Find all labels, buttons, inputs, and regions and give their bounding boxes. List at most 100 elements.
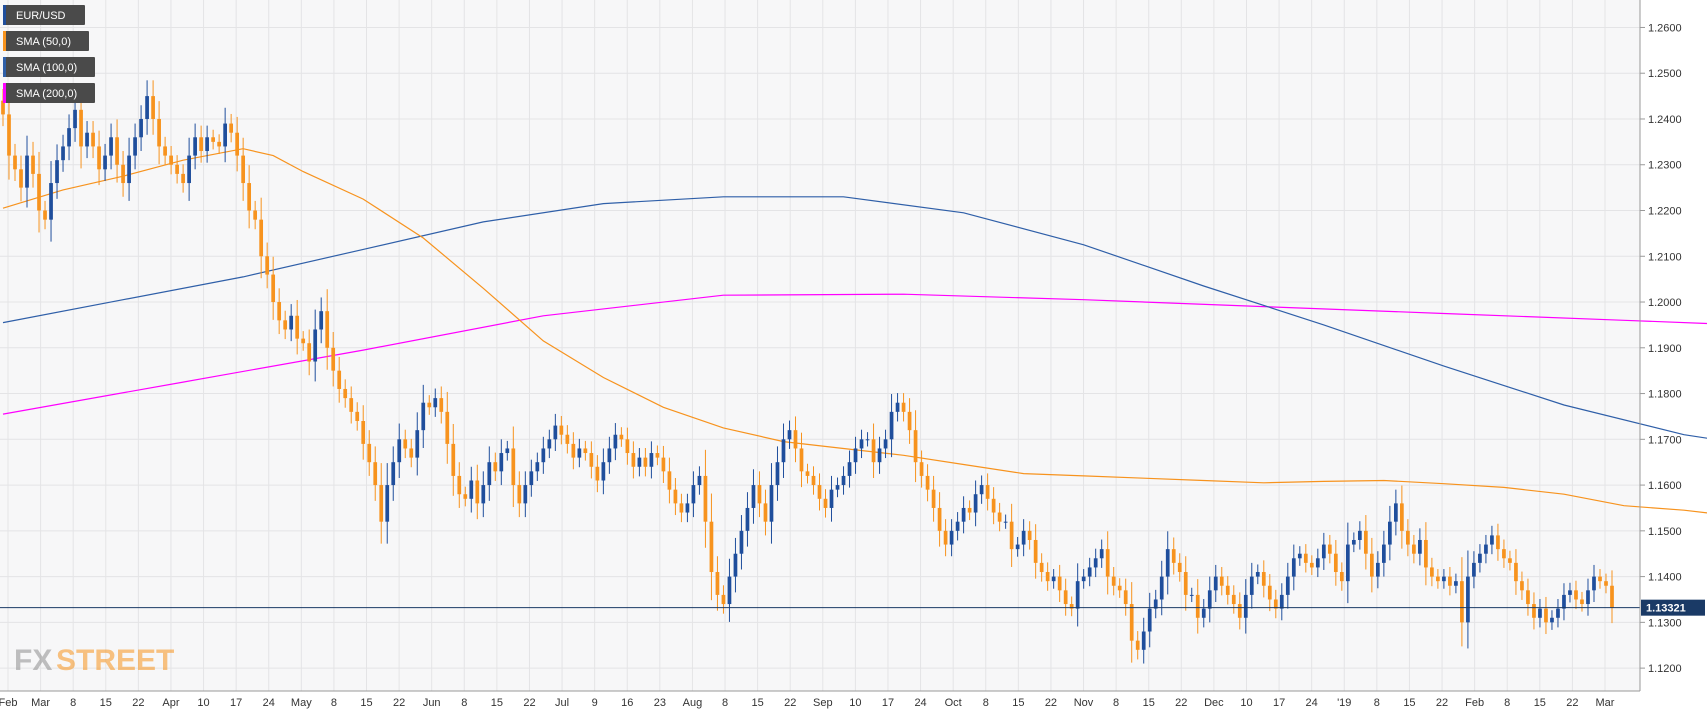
x-tick-label: Feb [0,697,17,709]
candle [1394,489,1398,536]
candle-body [1544,608,1548,623]
candle-body [1003,521,1008,523]
candle [1039,553,1044,582]
x-tick-label: 16 [621,697,633,709]
candle [37,151,41,233]
candle [481,471,486,518]
candle-body [1478,553,1482,563]
candle-body [151,96,155,119]
candle-body [985,485,990,499]
candle [709,493,714,601]
candle [811,466,816,495]
candle [799,432,804,488]
candle [913,410,918,483]
candle [733,537,738,593]
candle-body [571,443,576,458]
candle-body [1574,590,1578,600]
candle [1400,485,1404,549]
candle-body [307,343,312,362]
candle-body [1454,581,1458,586]
candle-body [1496,535,1500,550]
candle-body [205,137,209,152]
candle [337,356,342,403]
candle-body [301,338,306,344]
candle [1291,544,1296,591]
candle [25,135,29,208]
legend-item[interactable]: SMA (100,0) [3,57,95,77]
candle [1015,537,1020,557]
candle [991,487,996,525]
candle-body [1231,594,1236,605]
candle-body [619,434,624,440]
candle-body [337,370,342,389]
candle [643,448,648,477]
candle-body [1381,544,1386,563]
candle-body [1195,594,1200,618]
candle-body [373,462,378,486]
candle-body [1327,544,1332,554]
candle-body [907,411,912,431]
candle [1057,564,1062,602]
candle-body [901,402,906,412]
candle-body [1418,539,1422,554]
candle [1129,582,1134,663]
candle [517,471,522,518]
x-tick-label: 22 [1436,697,1448,709]
candle-body [67,128,71,147]
candle-body [1207,590,1212,609]
candle [919,450,924,488]
candle-body [751,485,756,508]
candle [109,123,113,170]
candle-body [397,439,402,463]
candle-body [853,448,858,463]
candle [535,452,540,481]
candle [181,164,185,193]
candle-body [1442,576,1446,582]
candle-body [763,503,768,522]
candle [211,129,215,150]
candle-body [967,507,972,513]
candle [241,137,246,201]
candle [1381,530,1386,577]
candle-body [43,210,47,220]
candle-body [877,448,882,463]
legend-item-box [3,31,89,51]
candle-body [1105,549,1110,577]
candle [1363,515,1368,570]
candle [7,90,11,180]
candle-body [493,462,498,472]
candle-body [439,398,444,412]
candle [859,429,864,459]
candle [1430,557,1434,587]
candle [1117,578,1122,598]
candle [769,463,774,544]
candle-body [265,256,270,275]
candle [937,492,942,547]
legend-item[interactable]: SMA (200,0) [3,83,95,103]
candle-body [1400,503,1404,531]
candle [103,143,107,181]
legend-item[interactable]: EUR/USD [3,5,85,25]
candle-body [1243,594,1248,618]
candle [865,432,870,447]
candle [229,113,234,143]
candle-body [109,137,113,156]
candle [1478,544,1482,573]
candle [1147,592,1152,648]
candle-body [289,315,294,330]
candle [433,388,438,417]
grid-lines [0,0,1640,691]
x-tick-label: Nov [1074,697,1094,709]
candle [475,464,480,520]
x-tick-label: Mar [1596,697,1615,709]
candle-body [1538,608,1542,618]
x-tick-label: 9 [592,697,598,709]
candle-body [1021,530,1026,545]
candle-body [541,448,546,463]
candle-body [1159,576,1164,600]
candle [307,329,312,376]
candle-body [1580,599,1584,605]
legend-color-swatch [3,5,6,25]
candle [1153,589,1158,619]
legend-item[interactable]: SMA (50,0) [3,31,89,51]
